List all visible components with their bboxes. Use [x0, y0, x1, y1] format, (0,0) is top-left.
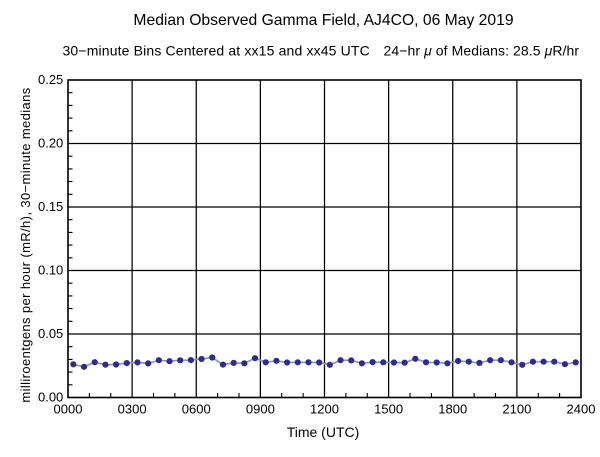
svg-text:2400: 2400 — [567, 402, 596, 417]
svg-text:1200: 1200 — [310, 402, 339, 417]
svg-text:1800: 1800 — [438, 402, 467, 417]
svg-text:milliroentgens per hour (mR/h): milliroentgens per hour (mR/h), 30−minut… — [18, 87, 33, 402]
svg-text:Median Observed Gamma Field, A: Median Observed Gamma Field, AJ4CO, 06 M… — [133, 12, 513, 29]
svg-text:1500: 1500 — [374, 402, 403, 417]
svg-text:0.25: 0.25 — [38, 72, 63, 87]
svg-text:0.10: 0.10 — [38, 263, 63, 278]
svg-text:0900: 0900 — [246, 402, 275, 417]
svg-text:0.00: 0.00 — [38, 390, 63, 405]
svg-text:Time (UTC): Time (UTC) — [287, 424, 360, 440]
svg-text:2100: 2100 — [502, 402, 531, 417]
svg-text:0300: 0300 — [118, 402, 147, 417]
svg-text:0.15: 0.15 — [38, 199, 63, 214]
svg-text:24−hr μ of Medians: 28.5 μR/hr: 24−hr μ of Medians: 28.5 μR/hr — [384, 43, 580, 59]
svg-text:0600: 0600 — [182, 402, 211, 417]
svg-text:0.20: 0.20 — [38, 136, 63, 151]
svg-text:0.05: 0.05 — [38, 326, 63, 341]
svg-text:0000: 0000 — [54, 402, 83, 417]
svg-text:30−minute Bins Centered at xx1: 30−minute Bins Centered at xx15 and xx45… — [63, 43, 370, 59]
